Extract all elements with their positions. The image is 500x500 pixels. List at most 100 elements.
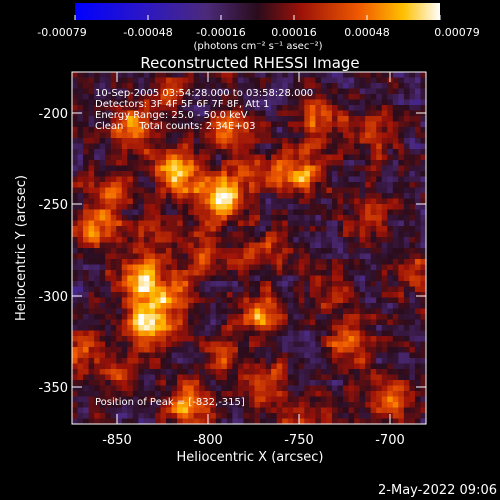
heatmap-cell [215, 88, 222, 95]
colorbar-tick-label-3: 0.00016 [271, 26, 317, 39]
heatmap-cell [237, 336, 245, 343]
heatmap-cell [414, 358, 422, 365]
heatmap-cell [387, 336, 394, 343]
heatmap-cell [403, 363, 411, 370]
heatmap-cell [304, 396, 311, 403]
heatmap-cell [77, 198, 84, 205]
heatmap-cell [132, 347, 139, 354]
heatmap-cell [226, 363, 234, 370]
heatmap-cell [420, 341, 427, 348]
heatmap-cell [110, 160, 117, 167]
heatmap-cell [110, 143, 117, 150]
heatmap-cell [398, 132, 405, 139]
heatmap-cell [348, 105, 355, 112]
heatmap-cell [298, 319, 305, 326]
heatmap-cell [110, 171, 117, 178]
heatmap-cell [414, 121, 422, 128]
heatmap-cell [271, 270, 278, 277]
heatmap-cell [138, 292, 145, 299]
heatmap-cell [110, 220, 117, 227]
heatmap-cell [276, 270, 283, 277]
heatmap-cell [72, 347, 79, 354]
colorbar-tick-label-2: -0.00016 [196, 26, 245, 39]
heatmap-cell [182, 154, 189, 161]
heatmap-cell [304, 154, 311, 161]
heatmap-cell [414, 72, 422, 79]
heatmap-cell [121, 292, 128, 299]
heatmap-cell [282, 121, 289, 128]
heatmap-cell [243, 325, 250, 332]
heatmap-cell [232, 286, 239, 293]
heatmap-cell [105, 391, 112, 398]
heatmap-cell [188, 374, 195, 381]
heatmap-cell [348, 336, 355, 343]
heatmap-cell [149, 347, 156, 354]
heatmap-cell [237, 303, 245, 310]
heatmap-cell [315, 138, 322, 145]
heatmap-cell [249, 83, 256, 90]
heatmap-cell [237, 88, 245, 95]
heatmap-cell [298, 176, 305, 183]
heatmap-cell [381, 220, 388, 227]
heatmap-cell [243, 149, 250, 156]
heatmap-cell [376, 220, 383, 227]
heatmap-cell [204, 132, 211, 139]
heatmap-cell [337, 127, 344, 134]
heatmap-cell [132, 374, 139, 381]
heatmap-cell [309, 226, 316, 233]
heatmap-cell [127, 220, 134, 227]
heatmap-cell [287, 121, 294, 128]
heatmap-cell [298, 286, 305, 293]
heatmap-cell [249, 242, 256, 249]
heatmap-cell [99, 231, 106, 238]
heatmap-cell [116, 182, 123, 189]
heatmap-cell [249, 220, 256, 227]
heatmap-cell [370, 325, 377, 332]
heatmap-cell [138, 418, 145, 425]
heatmap-cell [370, 253, 377, 260]
heatmap-cell [154, 374, 162, 381]
heatmap-cell [127, 369, 134, 376]
heatmap-cell [143, 182, 151, 189]
heatmap-cell [210, 314, 217, 321]
heatmap-cell [249, 171, 256, 178]
heatmap-cell [110, 319, 117, 326]
heatmap-cell [348, 391, 355, 398]
heatmap-cell [132, 314, 139, 321]
heatmap-cell [309, 418, 316, 425]
heatmap-cell [398, 275, 405, 282]
heatmap-cell [254, 341, 261, 348]
heatmap-cell [309, 132, 316, 139]
heatmap-cell [105, 402, 112, 409]
heatmap-cell [276, 209, 283, 216]
heatmap-cell [138, 72, 145, 79]
heatmap-cell [320, 308, 328, 315]
heatmap-cell [127, 303, 134, 310]
heatmap-cell [116, 165, 123, 172]
heatmap-cell [287, 226, 294, 233]
heatmap-cell [166, 325, 173, 332]
heatmap-cell [365, 259, 372, 266]
heatmap-cell [171, 220, 178, 227]
heatmap-cell [348, 176, 355, 183]
heatmap-cell [376, 116, 383, 123]
heatmap-cell [149, 374, 156, 381]
heatmap-cell [287, 347, 294, 354]
heatmap-cell [409, 347, 416, 354]
heatmap-cell [359, 116, 366, 123]
heatmap-cell [226, 204, 234, 211]
heatmap-cell [83, 83, 90, 90]
heatmap-cell [354, 171, 361, 178]
heatmap-cell [320, 110, 328, 117]
heatmap-cell [254, 231, 261, 238]
heatmap-cell [287, 193, 294, 200]
heatmap-cell [72, 116, 79, 123]
heatmap-cell [232, 380, 239, 387]
heatmap-cell [237, 226, 245, 233]
heatmap-cell [143, 105, 151, 112]
heatmap-cell [221, 314, 228, 321]
heatmap-cell [304, 369, 311, 376]
heatmap-cell [381, 242, 388, 249]
heatmap-cell [149, 380, 156, 387]
heatmap-cell [387, 253, 394, 260]
